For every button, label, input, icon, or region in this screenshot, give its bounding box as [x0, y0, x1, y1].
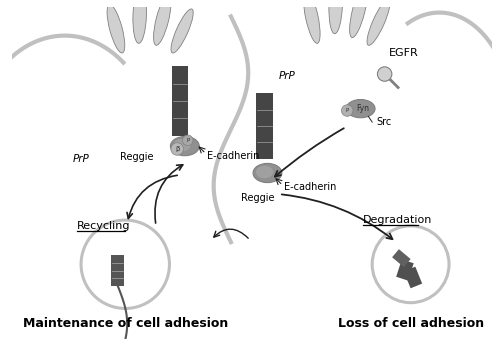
Ellipse shape	[107, 4, 125, 53]
Bar	[404, 267, 422, 288]
Ellipse shape	[350, 0, 368, 38]
Ellipse shape	[304, 0, 320, 43]
Text: Reggie: Reggie	[241, 193, 274, 203]
Bar	[396, 260, 413, 281]
Text: P: P	[186, 138, 190, 143]
Text: P: P	[346, 108, 349, 113]
Text: β: β	[175, 146, 180, 152]
Text: Degradation: Degradation	[362, 215, 432, 225]
Ellipse shape	[367, 0, 390, 45]
Text: EGFR: EGFR	[388, 48, 418, 58]
Ellipse shape	[174, 139, 190, 152]
Ellipse shape	[133, 0, 146, 43]
Ellipse shape	[346, 100, 375, 118]
Ellipse shape	[256, 166, 273, 178]
Bar	[256, 93, 272, 158]
Text: Recycling: Recycling	[77, 221, 130, 231]
Text: Maintenance of cell adhesion: Maintenance of cell adhesion	[22, 317, 228, 330]
Text: E-cadherin: E-cadherin	[207, 151, 260, 161]
Text: Src: Src	[376, 117, 392, 127]
Ellipse shape	[329, 0, 342, 34]
Circle shape	[182, 135, 193, 146]
Ellipse shape	[253, 163, 282, 183]
Bar	[392, 249, 410, 267]
Ellipse shape	[154, 0, 171, 45]
Text: Loss of cell adhesion: Loss of cell adhesion	[338, 317, 484, 330]
Ellipse shape	[171, 9, 193, 53]
Circle shape	[342, 105, 353, 116]
Ellipse shape	[170, 136, 199, 156]
Bar	[112, 255, 124, 286]
Text: Fyn: Fyn	[356, 104, 369, 113]
Bar	[172, 66, 188, 136]
Text: Reggie: Reggie	[120, 152, 153, 162]
Text: PrP: PrP	[279, 71, 295, 81]
Text: PrP: PrP	[72, 154, 89, 164]
Circle shape	[171, 143, 183, 155]
Text: E-cadherin: E-cadherin	[284, 182, 336, 192]
Circle shape	[378, 67, 392, 81]
